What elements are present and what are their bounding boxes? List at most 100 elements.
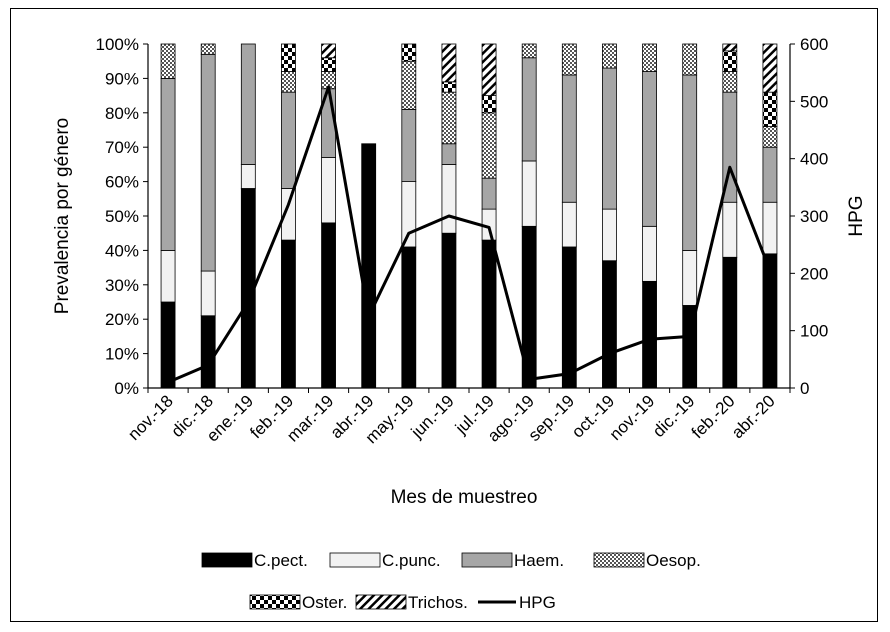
bar-oesop-15 [762,126,778,148]
bar-haem-7 [441,143,457,165]
legend-swatch [249,594,301,610]
bar-cpunc-2 [240,163,256,189]
y-tick-label: 50% [105,207,139,226]
x-tick-label: nov.-18 [124,391,177,444]
legend-item-oster: Oster. [249,593,347,612]
bar-cpunc-6 [401,181,417,248]
x-tick-label: jun.-19 [407,391,458,442]
bar-cpunc-1 [200,270,216,317]
bar-cpect-5 [361,143,377,389]
bar-trichos-14 [722,43,738,52]
y2-tick-label: 400 [800,150,828,169]
bar-oster-4 [321,57,336,72]
bar-trichos-7 [441,43,457,83]
bar-oesop-3 [281,71,296,93]
legend-label: Haem. [514,551,564,570]
x-tick-label: abr.-20 [728,391,779,442]
bar-cpunc-10 [561,201,577,248]
y-axis-title: Prevalencia por género [52,118,73,314]
bar-oesop-11 [602,43,617,69]
bar-haem-0 [160,78,176,251]
legend-item-haem: Haem. [461,551,564,570]
y2-tick-label: 200 [800,264,828,283]
y-tick-label: 30% [105,276,139,295]
legend-label: HPG [519,593,556,612]
legend-label: C.pect. [254,551,308,570]
bar-cpunc-0 [160,249,176,303]
legend-label: C.punc. [382,551,441,570]
bar-cpect-4 [321,222,336,389]
legend-item-cpect: C.pect. [201,551,308,570]
y2-tick-label: 500 [800,92,828,111]
x-axis-title: Mes de muestreo [391,487,538,508]
bar-haem-12 [642,71,657,227]
bar-haem-8 [481,177,497,210]
bar-haem-15 [762,146,778,203]
bar-oster-6 [401,43,417,62]
x-tick-label: nov.-19 [606,391,659,444]
bar-cpect-14 [722,256,738,389]
y2-tick-label: 300 [800,207,828,226]
legend-item-hpg: HPG [478,593,556,612]
bar-cpunc-9 [521,160,537,227]
bar-cpect-11 [602,260,617,389]
y2-tick-label: 100 [800,322,828,341]
bar-cpect-7 [441,232,457,389]
bars-layer [160,43,778,389]
bar-cpunc-7 [441,163,457,234]
bar-cpunc-15 [762,201,778,255]
bar-cpect-6 [401,246,417,389]
bar-oesop-9 [521,43,537,59]
bar-cpect-3 [281,239,296,389]
bar-haem-3 [281,91,296,189]
y-tick-label: 70% [105,138,139,157]
legend-label: Oster. [302,593,347,612]
line-layer [167,85,772,384]
x-tick-label: feb.-20 [688,391,739,442]
legend-swatch [355,594,407,610]
bar-cpect-8 [481,239,497,389]
x-tick-label: sep.-19 [525,391,579,445]
bar-haem-2 [240,43,256,165]
legend-item-trichos: Trichos. [355,593,468,612]
bar-oster-8 [481,95,497,114]
legend-swatch [201,552,253,568]
bar-cpect-12 [642,280,657,389]
bar-cpect-15 [762,253,778,389]
bar-cpunc-13 [682,249,698,306]
bar-oesop-7 [441,91,457,145]
bar-haem-11 [602,67,617,210]
bar-trichos-15 [762,43,778,93]
bar-oster-7 [441,81,457,93]
y-tick-label: 0% [114,379,139,398]
bar-cpunc-12 [642,225,657,282]
bar-oesop-14 [722,71,738,93]
bar-haem-6 [401,108,417,182]
legend-swatch [593,552,645,568]
bar-oesop-13 [682,43,698,76]
bar-oesop-10 [561,43,577,76]
bar-trichos-4 [321,43,336,59]
y-tick-label: 40% [105,241,139,260]
bar-haem-1 [200,53,216,272]
bar-oesop-1 [200,43,216,55]
y2-tick-label: 600 [800,35,828,54]
y2-axis-title: HPG [846,195,867,236]
legend-item-oesop: Oesop. [593,551,701,570]
bar-haem-13 [682,74,698,251]
bar-oesop-8 [481,112,497,179]
legend-label: Oesop. [646,551,701,570]
legend-layer: C.pect. C.punc. Haem. Oesop. Oster. Trichos. H… [201,551,701,612]
bar-cpunc-11 [602,208,617,262]
bar-oesop-6 [401,60,417,110]
bar-oster-15 [762,91,778,127]
bar-cpunc-4 [321,157,336,224]
bar-cpect-0 [160,301,176,389]
y-tick-label: 100% [96,35,139,54]
bar-oesop-12 [642,43,657,72]
bar-haem-9 [521,57,537,162]
y-tick-label: 10% [105,345,139,364]
legend-item-cpunc: C.punc. [329,551,441,570]
line-series-hpg [167,85,772,384]
